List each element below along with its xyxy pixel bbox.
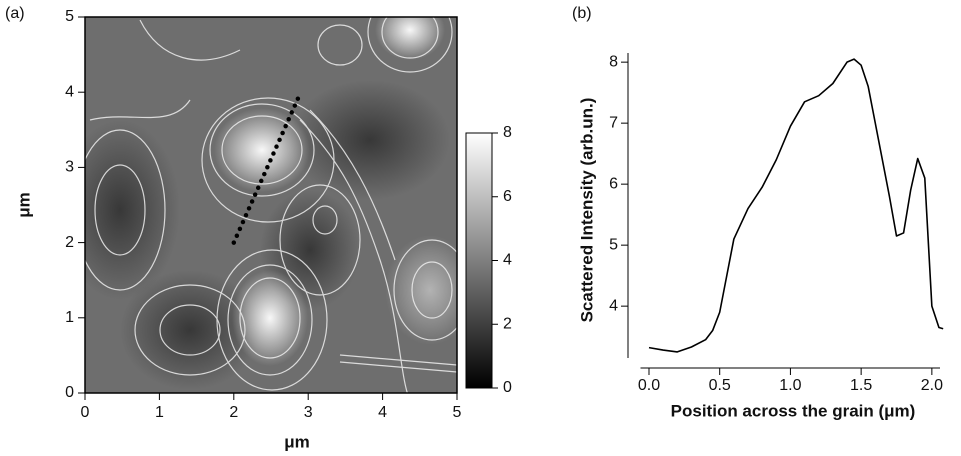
y-tick-label: 1: [65, 309, 74, 326]
x-tick-label: 0: [81, 404, 90, 421]
colorbar: [465, 132, 493, 389]
x-tick-label: 2: [229, 404, 238, 421]
y-tick-label: 4: [609, 297, 618, 314]
panel-label: (b): [572, 5, 592, 22]
colorbar-tick-label: 4: [503, 252, 512, 269]
y-tick-label: 2: [65, 234, 74, 251]
y-axis-label: μm: [14, 192, 33, 218]
y-tick-label: 4: [65, 83, 74, 100]
colorbar-tick-label: 6: [503, 188, 512, 205]
x-tick-label: 1: [155, 404, 164, 421]
colorbar-tick-label: 0: [503, 379, 512, 396]
x-tick-label: 0.0: [638, 377, 660, 394]
y-tick-label: 5: [609, 236, 618, 253]
x-tick-label: 3: [304, 404, 313, 421]
x-tick-label: 1.5: [850, 377, 872, 394]
colorbar-tick-label: 8: [503, 124, 512, 141]
x-tick-label: 5: [453, 404, 462, 421]
image-frame: [84, 16, 458, 394]
x-tick-label: 2.0: [921, 377, 943, 394]
y-tick-label: 7: [609, 114, 618, 131]
profile-line: [231, 89, 304, 245]
y-axis-label: Scattered Intensity (arb.un.): [577, 98, 596, 323]
y-tick-label: 5: [65, 8, 74, 25]
y-tick-label: 0: [65, 384, 74, 401]
x-tick-label: 4: [378, 404, 387, 421]
data-line: [648, 58, 944, 353]
y-tick-label: 6: [609, 175, 618, 192]
colorbar-tick-label: 2: [503, 315, 512, 332]
x-tick-label: 1.0: [779, 377, 801, 394]
afm-image: [85, 17, 457, 393]
x-axis-label: μm: [284, 432, 310, 451]
x-axis-label: Position across the grain (μm): [671, 401, 916, 420]
y-tick-label: 3: [65, 159, 74, 176]
x-tick-label: 0.5: [709, 377, 731, 394]
panel-label: (a): [5, 5, 25, 22]
y-tick-label: 8: [609, 53, 618, 70]
